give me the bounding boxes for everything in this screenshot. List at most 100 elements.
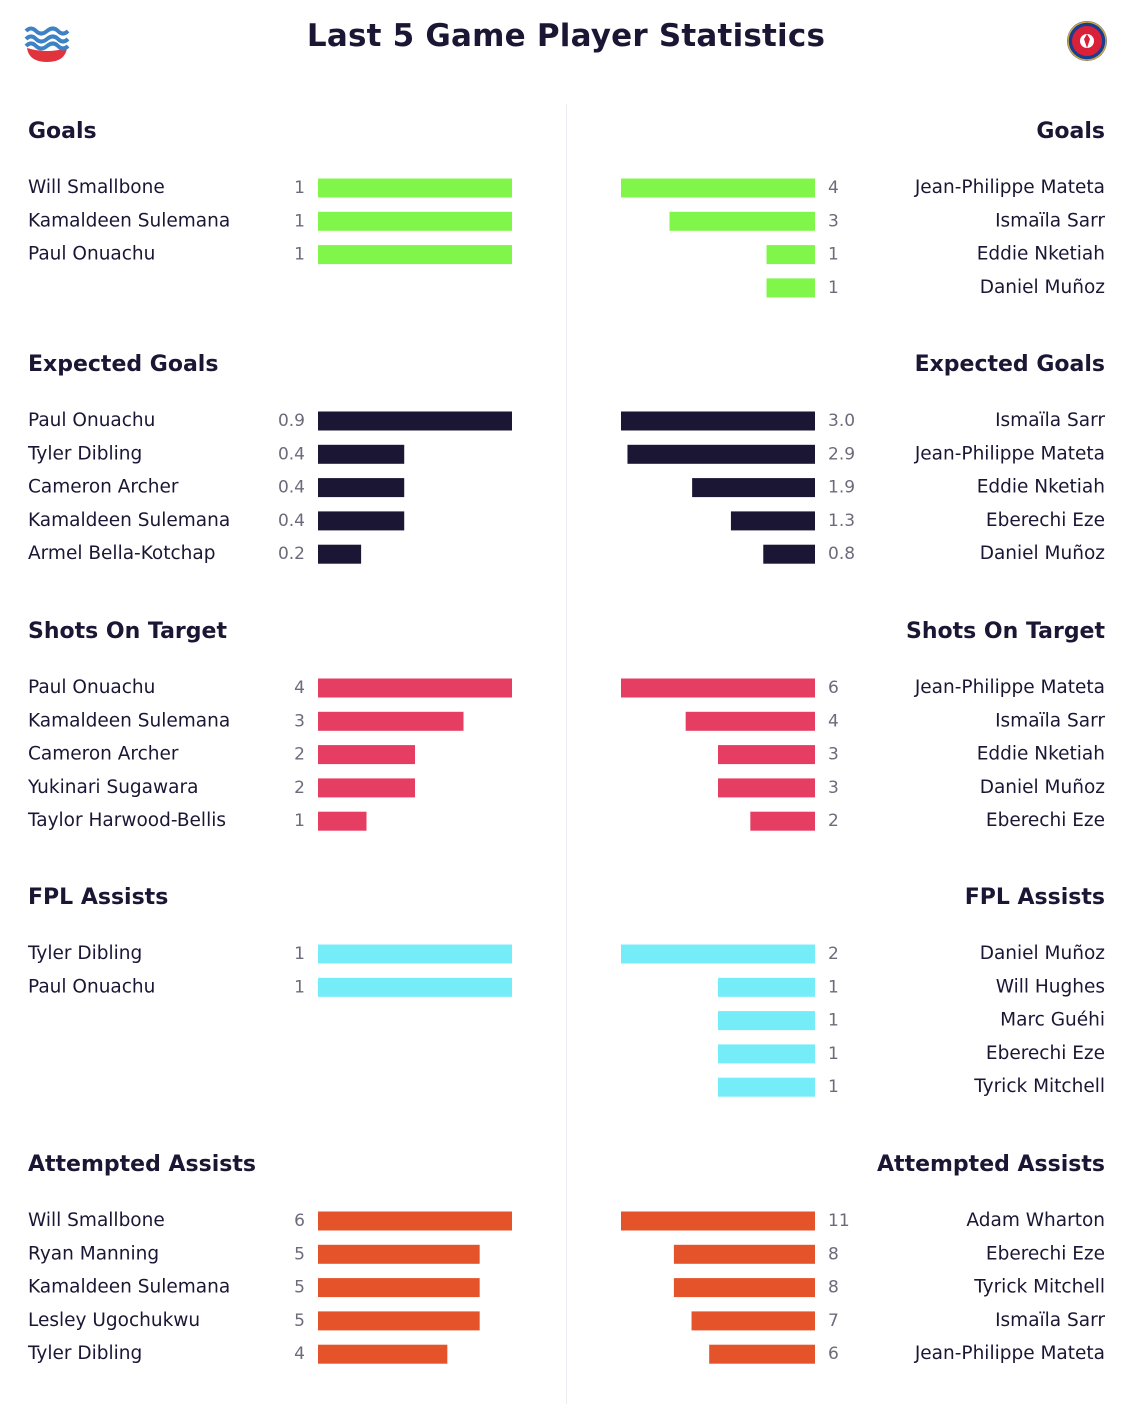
player-name-right: Daniel Muñoz — [980, 943, 1105, 964]
bar-right — [691, 1311, 815, 1331]
value-label-left: 1 — [294, 811, 305, 831]
section-title-left: Attempted Assists — [28, 1152, 256, 1177]
away-club-crest-icon — [1067, 21, 1107, 61]
value-label-left: 4 — [294, 678, 305, 698]
section-title-right: FPL Assists — [965, 885, 1105, 910]
value-label-left: 0.4 — [278, 444, 305, 464]
value-label-left: 4 — [294, 1344, 305, 1364]
player-name-right: Tyrick Mitchell — [973, 1277, 1105, 1298]
bar-right — [692, 478, 815, 498]
bar-left — [318, 944, 512, 964]
player-name-left: Kamaldeen Sulemana — [28, 210, 230, 231]
value-label-left: 1 — [294, 178, 305, 198]
bar-right — [669, 211, 815, 231]
player-name-right: Daniel Muñoz — [980, 543, 1105, 564]
player-name-left: Armel Bella-Kotchap — [28, 543, 215, 564]
bar-right — [673, 1278, 815, 1298]
value-label-right: 1 — [828, 278, 839, 298]
player-name-right: Adam Wharton — [966, 1210, 1105, 1231]
player-name-left: Paul Onuachu — [28, 410, 155, 431]
bar-right — [718, 1044, 815, 1064]
player-name-right: Daniel Muñoz — [980, 277, 1105, 298]
bar-right — [673, 1244, 815, 1264]
value-label-right: 0.8 — [828, 544, 855, 564]
player-name-left: Tyler Dibling — [27, 943, 142, 964]
player-name-left: Cameron Archer — [28, 477, 179, 498]
value-label-right: 1 — [828, 977, 839, 997]
bar-right — [766, 278, 815, 298]
value-label-left: 1 — [294, 977, 305, 997]
player-name-right: Eddie Nketiah — [977, 744, 1105, 765]
player-name-right: Daniel Muñoz — [980, 777, 1105, 798]
bar-right — [709, 1344, 815, 1364]
value-label-right: 4 — [828, 178, 839, 198]
center-divider — [566, 104, 567, 1404]
player-name-left: Cameron Archer — [28, 744, 179, 765]
bar-left — [318, 411, 512, 431]
bar-left — [318, 1278, 480, 1298]
bar-left — [318, 211, 512, 231]
value-label-right: 7 — [828, 1311, 839, 1331]
value-label-left: 1 — [294, 211, 305, 231]
bar-left — [318, 444, 405, 464]
bar-left — [318, 745, 415, 765]
player-name-right: Jean-Philippe Mateta — [914, 177, 1105, 198]
bar-right — [766, 245, 815, 265]
value-label-right: 3.0 — [828, 411, 855, 431]
value-label-right: 2 — [828, 811, 839, 831]
bar-right — [718, 778, 815, 798]
player-name-left: Kamaldeen Sulemana — [28, 510, 230, 531]
bar-right — [730, 511, 815, 531]
bar-left — [318, 711, 464, 731]
player-name-left: Will Smallbone — [28, 1210, 165, 1231]
bar-right — [621, 678, 815, 698]
player-name-right: Eberechi Eze — [986, 1043, 1105, 1064]
value-label-right: 1 — [828, 1044, 839, 1064]
value-label-left: 2 — [294, 778, 305, 798]
player-name-left: Kamaldeen Sulemana — [28, 710, 230, 731]
value-label-right: 1.9 — [828, 478, 855, 498]
bar-left — [318, 544, 362, 564]
bar-right — [718, 1077, 815, 1097]
section-title-right: Goals — [1036, 119, 1105, 144]
player-name-right: Jean-Philippe Mateta — [914, 1343, 1105, 1364]
value-label-right: 2 — [828, 944, 839, 964]
bar-left — [318, 1211, 512, 1231]
player-name-right: Tyrick Mitchell — [973, 1076, 1105, 1097]
player-name-left: Will Smallbone — [28, 177, 165, 198]
value-label-right: 2.9 — [828, 444, 855, 464]
bar-right — [621, 944, 815, 964]
value-label-left: 1 — [294, 245, 305, 265]
section-title-left: FPL Assists — [28, 885, 168, 910]
value-label-right: 1 — [828, 1077, 839, 1097]
value-label-left: 0.2 — [278, 544, 305, 564]
value-label-left: 6 — [294, 1211, 305, 1231]
bar-left — [318, 245, 512, 265]
bar-right — [685, 711, 815, 731]
value-label-right: 1 — [828, 245, 839, 265]
player-name-right: Ismaïla Sarr — [995, 210, 1105, 231]
player-name-left: Tyler Dibling — [27, 443, 142, 464]
value-label-left: 2 — [294, 745, 305, 765]
bar-left — [318, 178, 512, 198]
player-name-right: Will Hughes — [996, 976, 1105, 997]
value-label-right: 6 — [828, 1344, 839, 1364]
player-name-right: Jean-Philippe Mateta — [914, 677, 1105, 698]
bar-right — [621, 178, 815, 198]
bar-right — [763, 544, 815, 564]
player-name-right: Jean-Philippe Mateta — [914, 443, 1105, 464]
bar-right — [718, 1011, 815, 1031]
player-name-left: Paul Onuachu — [28, 244, 155, 265]
player-name-left: Paul Onuachu — [28, 976, 155, 997]
section-title-left: Goals — [28, 119, 97, 144]
player-name-right: Eberechi Eze — [986, 810, 1105, 831]
value-label-left: 0.4 — [278, 478, 305, 498]
page-title: Last 5 Game Player Statistics — [306, 18, 826, 54]
player-name-right: Marc Guéhi — [1000, 1010, 1105, 1031]
player-name-right: Eberechi Eze — [986, 1243, 1105, 1264]
bar-right — [621, 1211, 815, 1231]
bar-left — [318, 811, 367, 831]
value-label-right: 3 — [828, 778, 839, 798]
value-label-right: 11 — [828, 1211, 850, 1231]
